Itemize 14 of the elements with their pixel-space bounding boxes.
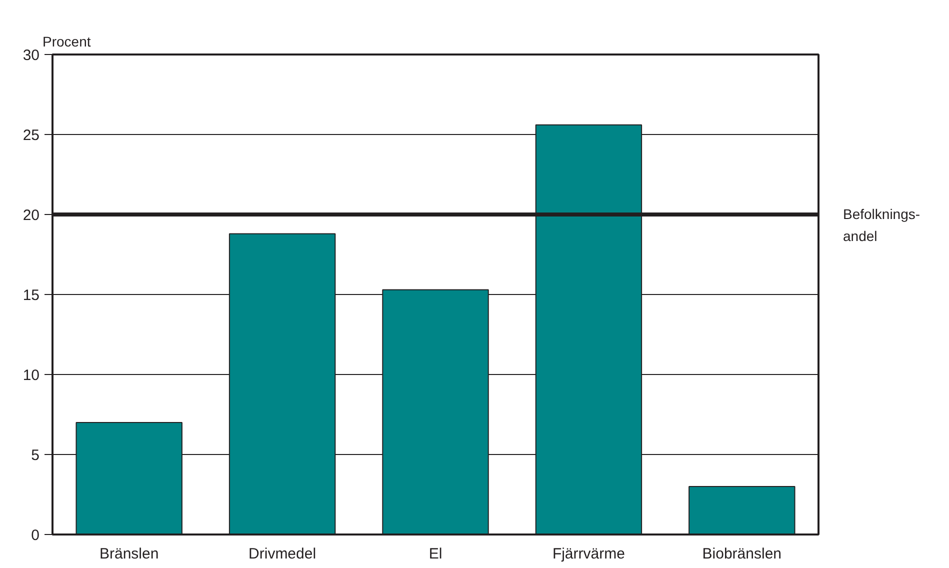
x-tick-label: Fjärrvärme <box>552 546 625 562</box>
x-tick-label: Biobränslen <box>702 546 782 562</box>
ref-line-label: Befolknings- andel <box>843 205 920 246</box>
y-tick-label: 10 <box>22 367 40 384</box>
y-tick-label: 20 <box>22 207 40 224</box>
y-tick-label: 30 <box>22 47 40 64</box>
y-axis-title: Procent <box>42 34 91 50</box>
y-tick-label: 15 <box>22 287 40 304</box>
x-tick-label: El <box>428 546 442 562</box>
x-tick-label: Bränslen <box>100 546 159 562</box>
y-tick-label: 0 <box>31 527 40 544</box>
x-tick-label: Drivmedel <box>248 546 316 562</box>
y-tick-label: 25 <box>22 127 40 144</box>
y-tick-label: 5 <box>31 447 40 464</box>
